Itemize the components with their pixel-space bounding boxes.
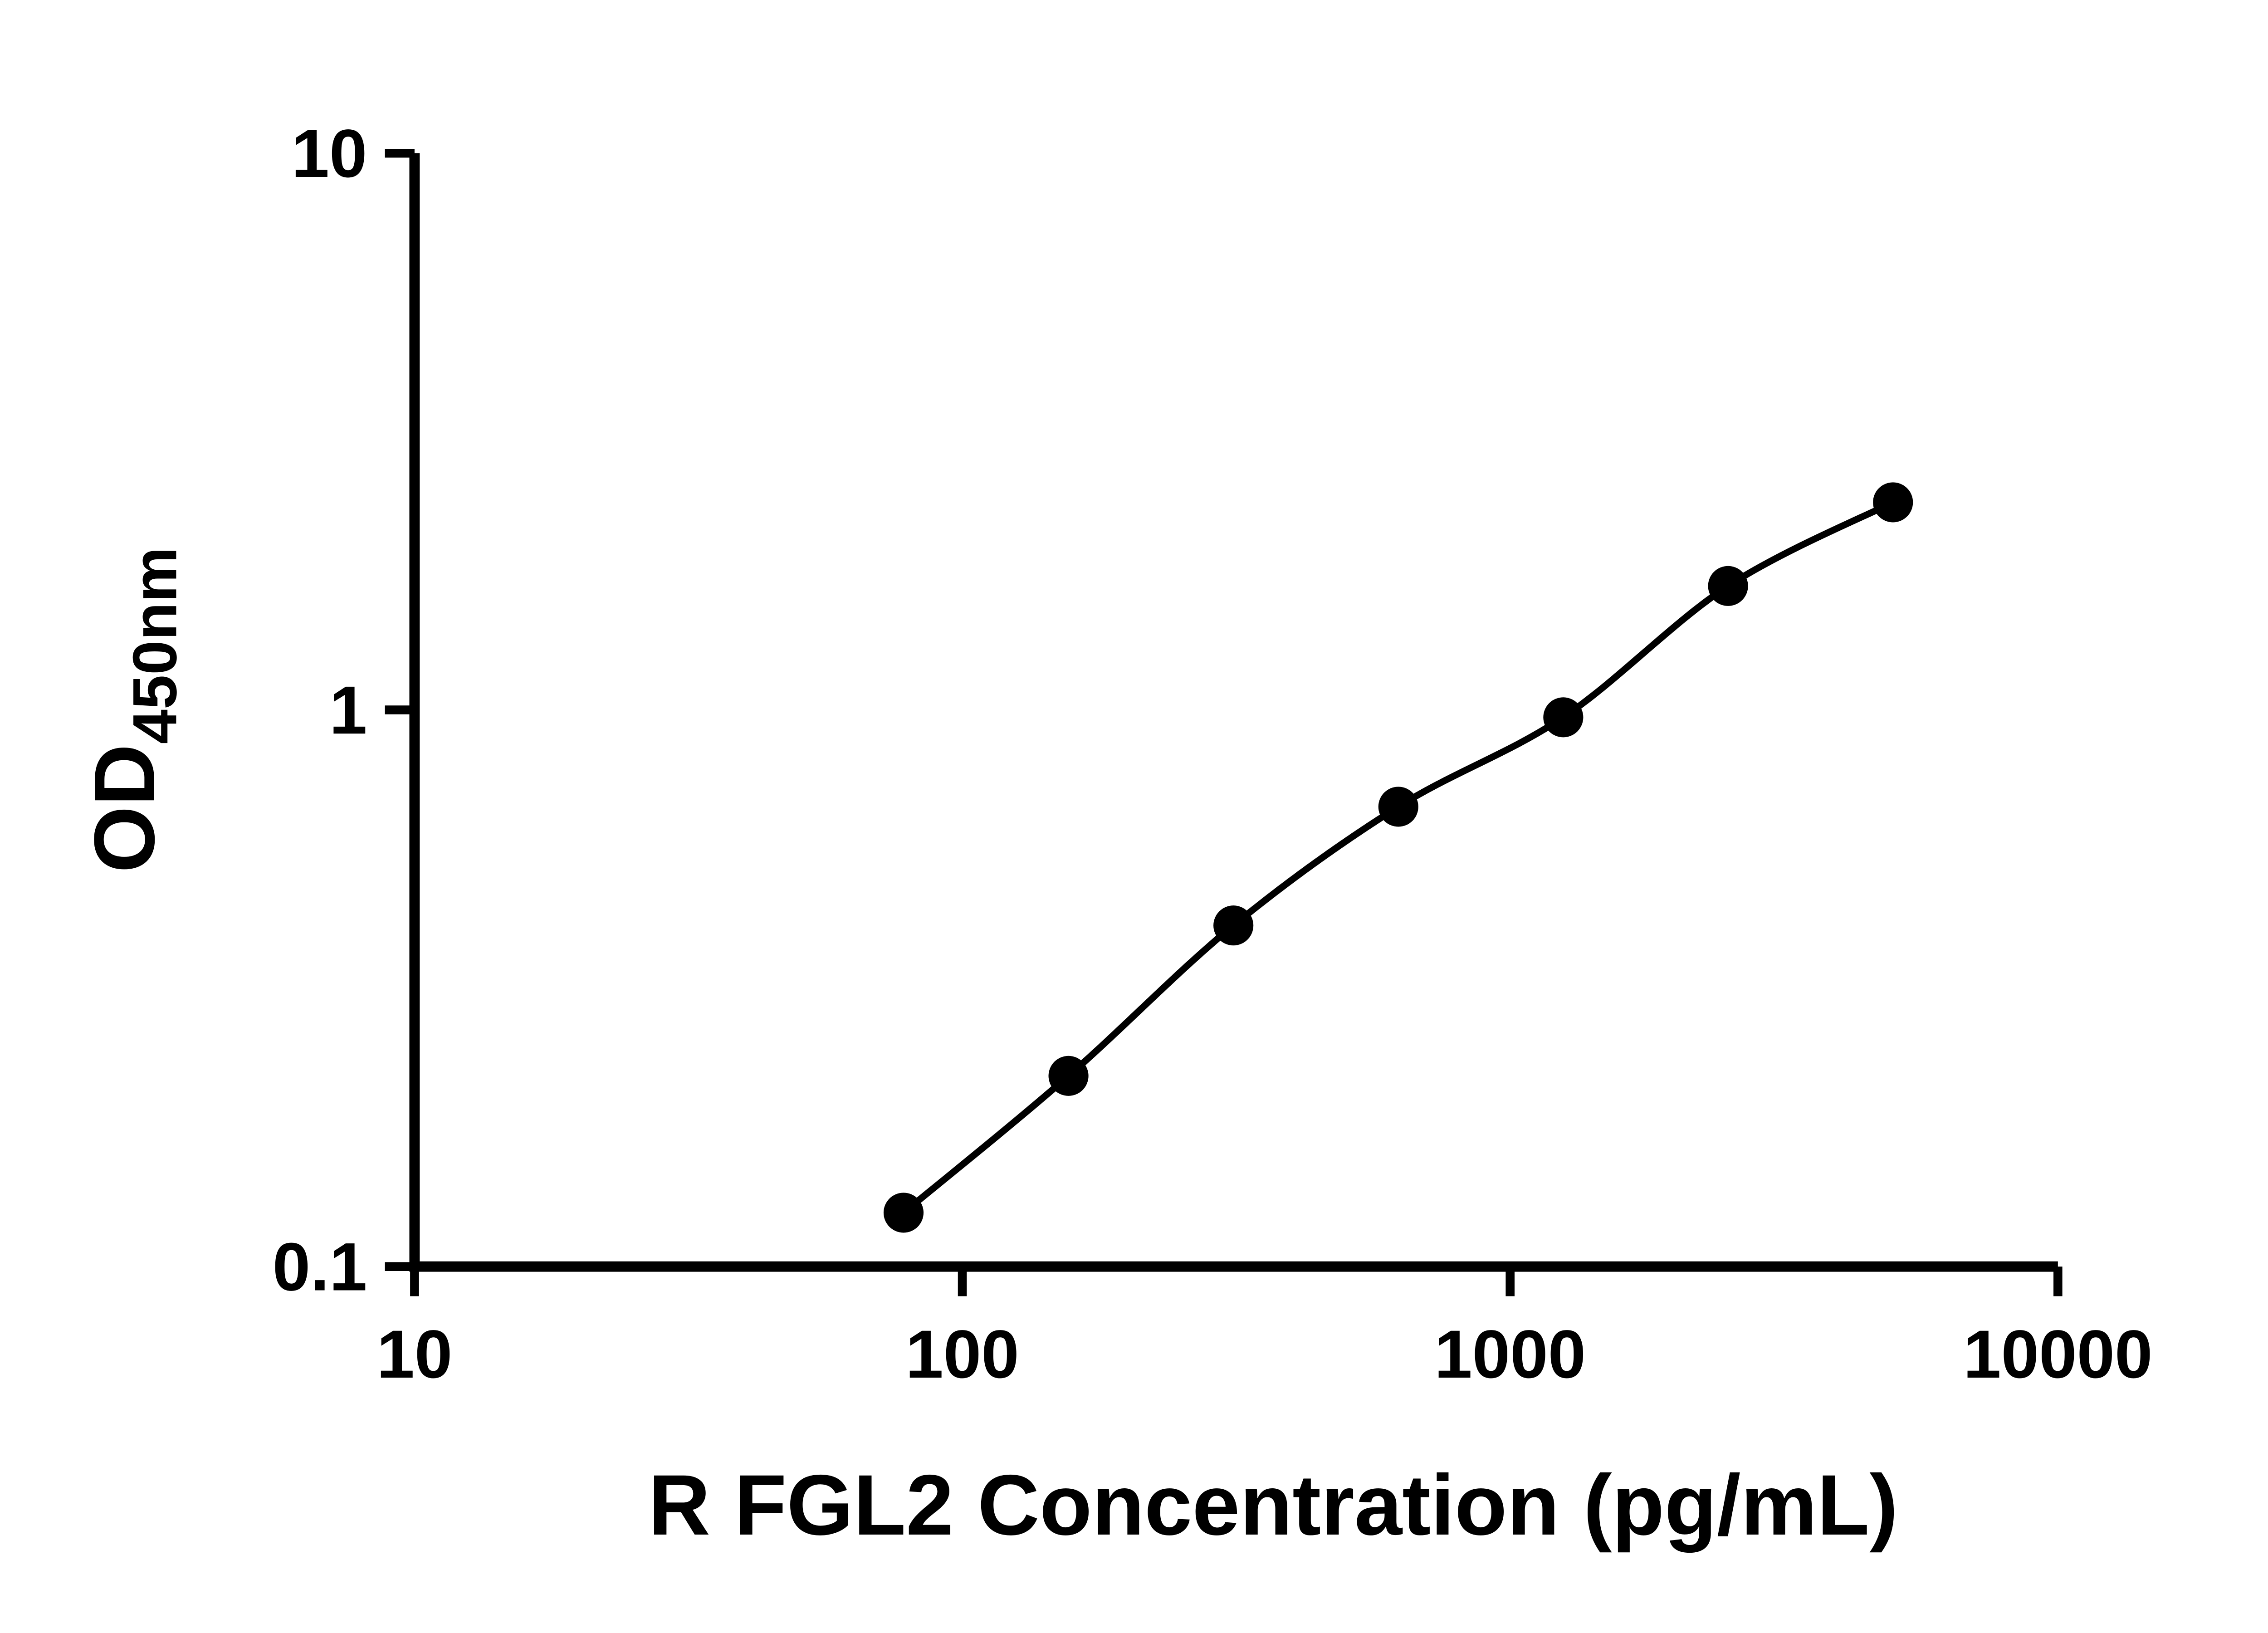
standard-curve-line — [901, 499, 1895, 1216]
y-tick-label: 1 — [329, 672, 367, 748]
data-point-marker — [1708, 566, 1748, 606]
data-point-marker — [1213, 905, 1254, 946]
data-point-marker — [1543, 697, 1584, 738]
data-point-marker — [1378, 787, 1418, 827]
x-tick-label: 10000 — [1963, 1316, 2152, 1392]
y-axis-title-main: OD — [77, 744, 172, 873]
y-axis-title: OD450nm — [77, 547, 190, 873]
data-point-marker — [883, 1193, 924, 1233]
x-axis-title: R FGL2 Concentration (pg/mL) — [648, 1457, 1898, 1553]
x-tick-label: 1000 — [1434, 1316, 1586, 1392]
axis-spine — [409, 153, 2058, 1272]
axes-layer: 10 100 1000 10000 0.1 1 10 — [273, 115, 2153, 1392]
y-axis-title-subscript: 450nm — [120, 547, 190, 744]
y-tick-label: 0.1 — [273, 1228, 367, 1305]
x-tick-label: 100 — [905, 1316, 1019, 1392]
data-point-marker — [1048, 1056, 1089, 1096]
series-layer — [883, 482, 1913, 1233]
data-point-marker — [1873, 482, 1913, 523]
y-tick-label: 10 — [291, 115, 367, 191]
x-tick-label: 10 — [376, 1316, 452, 1392]
